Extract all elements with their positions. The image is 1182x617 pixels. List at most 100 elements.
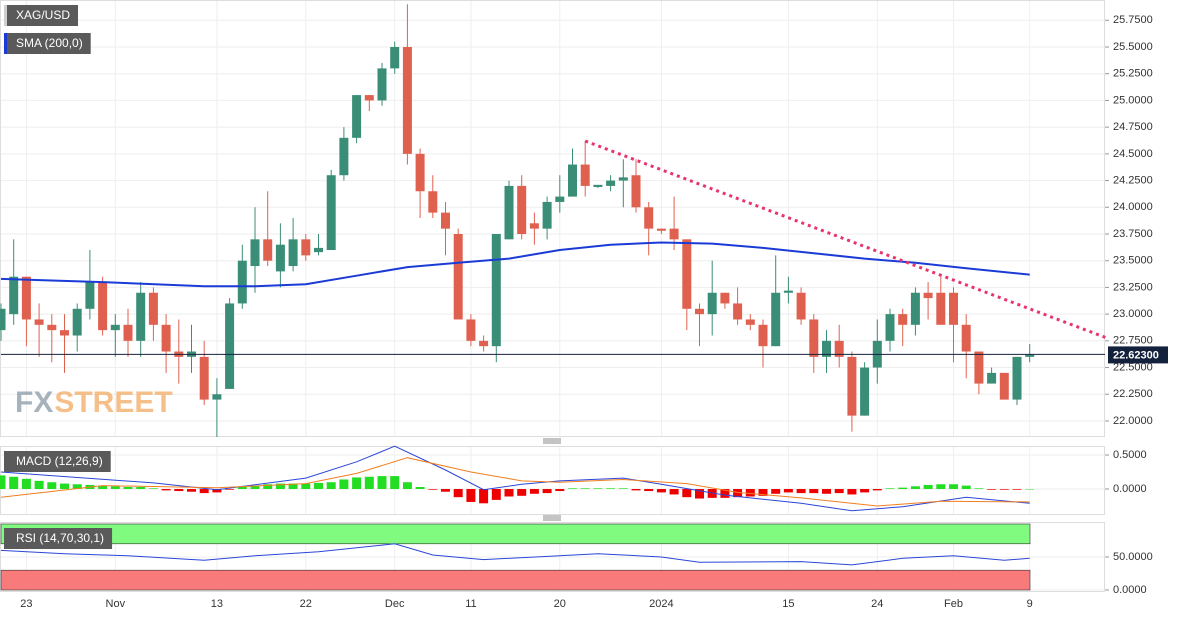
x-tick-label: Nov <box>106 598 126 610</box>
macd-bar <box>136 486 146 490</box>
macd-bar <box>402 482 412 490</box>
candle-body <box>707 292 717 315</box>
candle-body <box>834 340 844 357</box>
macd-bar <box>936 484 946 490</box>
pane-grip[interactable] <box>543 515 561 521</box>
macd-bar <box>263 484 273 490</box>
candle-body <box>644 207 654 229</box>
candle-body <box>352 95 362 138</box>
candle-body <box>568 164 577 197</box>
y-tick-label: 24.2500 <box>1113 174 1153 186</box>
candle-body <box>85 282 95 309</box>
legend-swatch <box>4 5 7 26</box>
candle-body <box>1012 356 1022 400</box>
candle-body <box>402 47 412 154</box>
x-tick-label: Feb <box>944 598 963 610</box>
macd-bar <box>301 483 311 490</box>
candle-body <box>60 330 69 336</box>
macd-bar <box>783 489 793 493</box>
macd-bar <box>187 489 196 492</box>
candle-body <box>555 196 565 202</box>
y-tick-label: 23.5000 <box>1113 255 1153 267</box>
macd-bar <box>669 489 679 495</box>
y-tick-label: 22.7500 <box>1113 335 1153 347</box>
y-tick-label: 24.0000 <box>1113 201 1153 213</box>
macd-bar <box>580 488 590 490</box>
macd-bar <box>631 489 641 491</box>
x-tick-label: 2024 <box>649 598 673 610</box>
macd-bar <box>504 489 514 497</box>
candle-body <box>733 303 743 320</box>
candle-body <box>479 340 489 347</box>
legend-box <box>4 451 111 472</box>
candle-body <box>110 324 120 331</box>
macd-bar <box>314 482 323 490</box>
macd-bar <box>771 489 781 494</box>
x-tick-label: Dec <box>385 598 405 610</box>
macd-bar <box>796 489 806 494</box>
x-tick-label: 22 <box>300 598 312 610</box>
candle-body <box>529 223 539 229</box>
candle-body <box>949 292 958 325</box>
macd-bar <box>275 483 285 490</box>
macd-bar <box>733 489 743 498</box>
candle-body <box>466 319 476 341</box>
legend-swatch <box>4 33 7 54</box>
macd-bar <box>250 485 260 490</box>
macd-bar <box>1025 489 1035 490</box>
candle-body <box>72 308 82 336</box>
macd-bar <box>364 476 374 490</box>
macd-bar <box>872 489 882 491</box>
candle-body <box>390 47 400 69</box>
macd-bar <box>618 488 628 490</box>
macd-bar <box>568 488 577 490</box>
watermark: FX <box>15 386 53 419</box>
macd-bar <box>428 489 438 490</box>
candle-body <box>98 282 108 331</box>
candle-body <box>237 260 247 304</box>
macd-bar <box>123 486 133 490</box>
pane-grip[interactable] <box>543 438 561 444</box>
candle-body <box>796 292 806 320</box>
candle-body <box>847 356 857 416</box>
y-tick-label: 23.7500 <box>1113 228 1153 240</box>
macd-bar <box>974 488 984 490</box>
y-tick-label: 25.0000 <box>1113 94 1153 106</box>
candle-body <box>809 319 819 357</box>
x-tick-label: 24 <box>871 598 883 610</box>
candle-body <box>428 191 438 213</box>
macd-pane <box>0 446 1105 515</box>
legend-label: MACD (12,26,9) <box>16 454 103 468</box>
x-tick-label: 11 <box>465 598 476 610</box>
candle-body <box>517 185 527 234</box>
macd-bar <box>593 488 603 490</box>
y-tick-label: 23.2500 <box>1113 281 1153 293</box>
y-tick-label: 0.5000 <box>1113 449 1147 461</box>
macd-bar <box>949 484 958 490</box>
macd-bar <box>860 489 870 493</box>
y-tick-label: 0.0000 <box>1113 483 1147 495</box>
macd-bar <box>961 485 971 490</box>
macd-bar <box>237 486 247 490</box>
macd-bar <box>479 489 489 504</box>
candle-body <box>123 324 133 341</box>
last-price-box <box>1108 346 1168 364</box>
candle-body <box>250 239 260 267</box>
macd-bar <box>606 488 616 490</box>
macd-bar <box>999 489 1009 490</box>
candle-body <box>453 233 463 320</box>
candle-body <box>771 292 781 347</box>
x-tick-label: 9 <box>1027 598 1033 610</box>
legend-box <box>4 528 113 549</box>
macd-bar <box>555 489 565 492</box>
candle-body <box>961 324 971 352</box>
candle-body <box>606 180 616 186</box>
macd-bar <box>148 488 158 490</box>
candle-body <box>860 367 870 416</box>
macd-bar <box>720 489 730 498</box>
candle-body <box>695 308 704 315</box>
macd-bar <box>644 489 654 492</box>
macd-bar <box>110 486 120 490</box>
candle-body <box>199 356 209 400</box>
y-tick-label: 22.2500 <box>1113 388 1153 400</box>
